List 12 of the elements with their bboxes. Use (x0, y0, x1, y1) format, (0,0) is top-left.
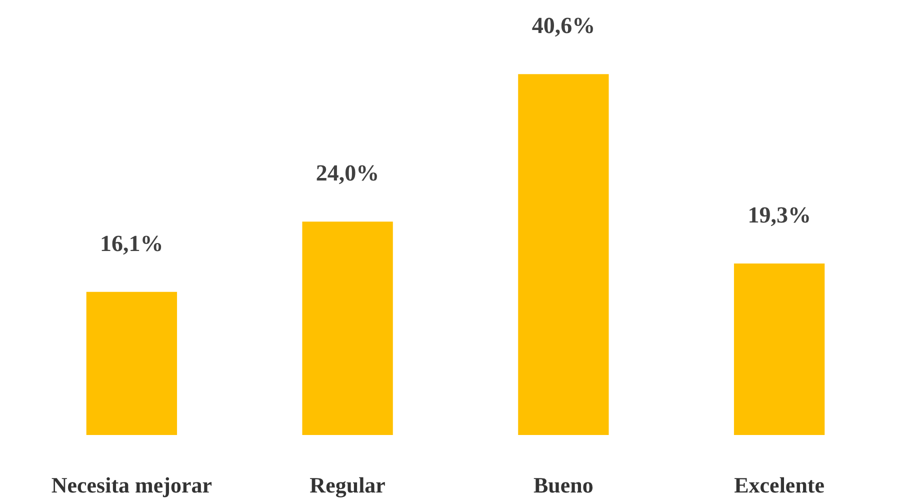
bar (86, 292, 178, 435)
x-tick-label: Regular (310, 472, 386, 498)
x-tick-label: Bueno (533, 472, 594, 498)
x-tick-label: Excelente (734, 472, 825, 498)
bar (302, 222, 393, 435)
data-label: 40,6% (532, 13, 596, 38)
bar (734, 263, 825, 435)
bar (518, 74, 609, 435)
data-label: 24,0% (316, 160, 380, 186)
data-label: 16,1% (100, 230, 164, 256)
data-label: 19,3% (748, 202, 811, 228)
x-tick-label: Necesita mejorar (51, 472, 212, 498)
